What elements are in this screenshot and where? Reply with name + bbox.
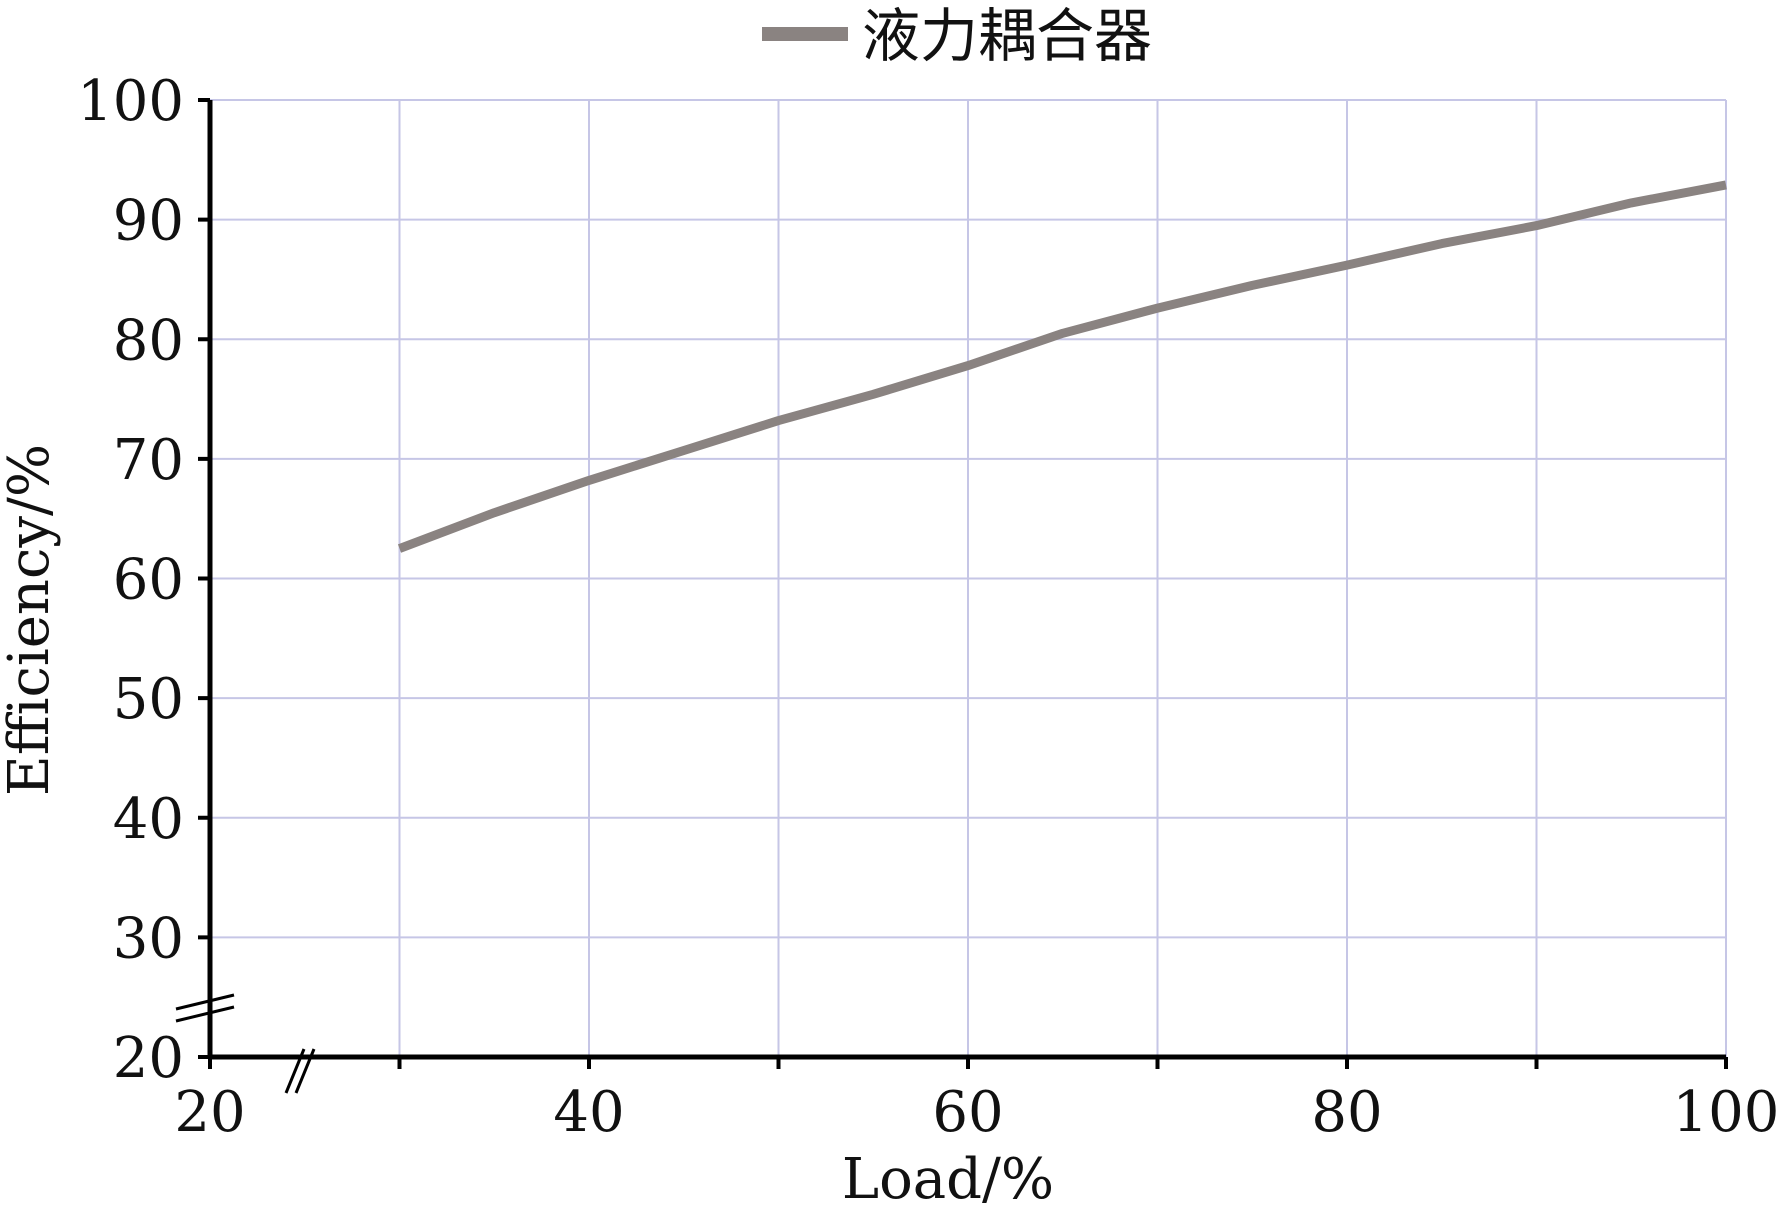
x-tick-label: 100 [1673, 1080, 1778, 1145]
x-tick-label: 80 [1311, 1080, 1382, 1145]
series-layer [397, 180, 1727, 553]
y-axis-break-mark [175, 1005, 235, 1023]
x-tick-label: 20 [174, 1080, 245, 1145]
legend: 液力耦合器 [762, 2, 1152, 70]
legend-label: 液力耦合器 [862, 2, 1152, 70]
y-axis-break-mark [175, 993, 235, 1011]
y-tick-label: 50 [113, 667, 184, 732]
y-tick-label: 80 [113, 308, 184, 373]
x-axis-break-mark [284, 1048, 306, 1094]
y-tick-label: 30 [113, 906, 184, 971]
x-tick-label: 60 [932, 1080, 1003, 1145]
y-tick-label: 70 [113, 428, 184, 493]
y-axis-title: Efficiency/% [0, 444, 62, 796]
tick-labels: 20 30 40 50 60 70 80 90 100 20 40 60 80 100 [77, 69, 1778, 1145]
x-axis-title: Load/% [842, 1147, 1054, 1212]
grid [210, 99, 1727, 1057]
axes [175, 98, 1728, 1094]
x-axis-break-mark [294, 1048, 316, 1094]
x-tick-label: 40 [553, 1080, 624, 1145]
y-tick-label: 20 [113, 1026, 184, 1091]
series-line [397, 180, 1727, 553]
y-tick-label: 90 [113, 189, 184, 254]
y-tick-label: 40 [113, 787, 184, 852]
y-tick-label: 100 [77, 69, 184, 134]
y-tick-label: 60 [113, 548, 184, 613]
